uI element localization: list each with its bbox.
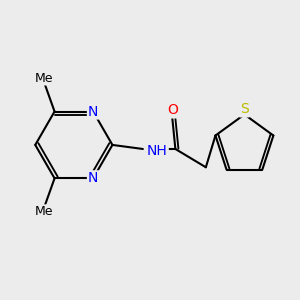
Text: N: N (88, 171, 98, 185)
Text: NH: NH (147, 144, 168, 158)
Text: S: S (240, 102, 249, 116)
Text: O: O (167, 103, 178, 117)
Text: Me: Me (35, 71, 54, 85)
Text: N: N (88, 104, 98, 118)
Text: Me: Me (35, 205, 54, 218)
